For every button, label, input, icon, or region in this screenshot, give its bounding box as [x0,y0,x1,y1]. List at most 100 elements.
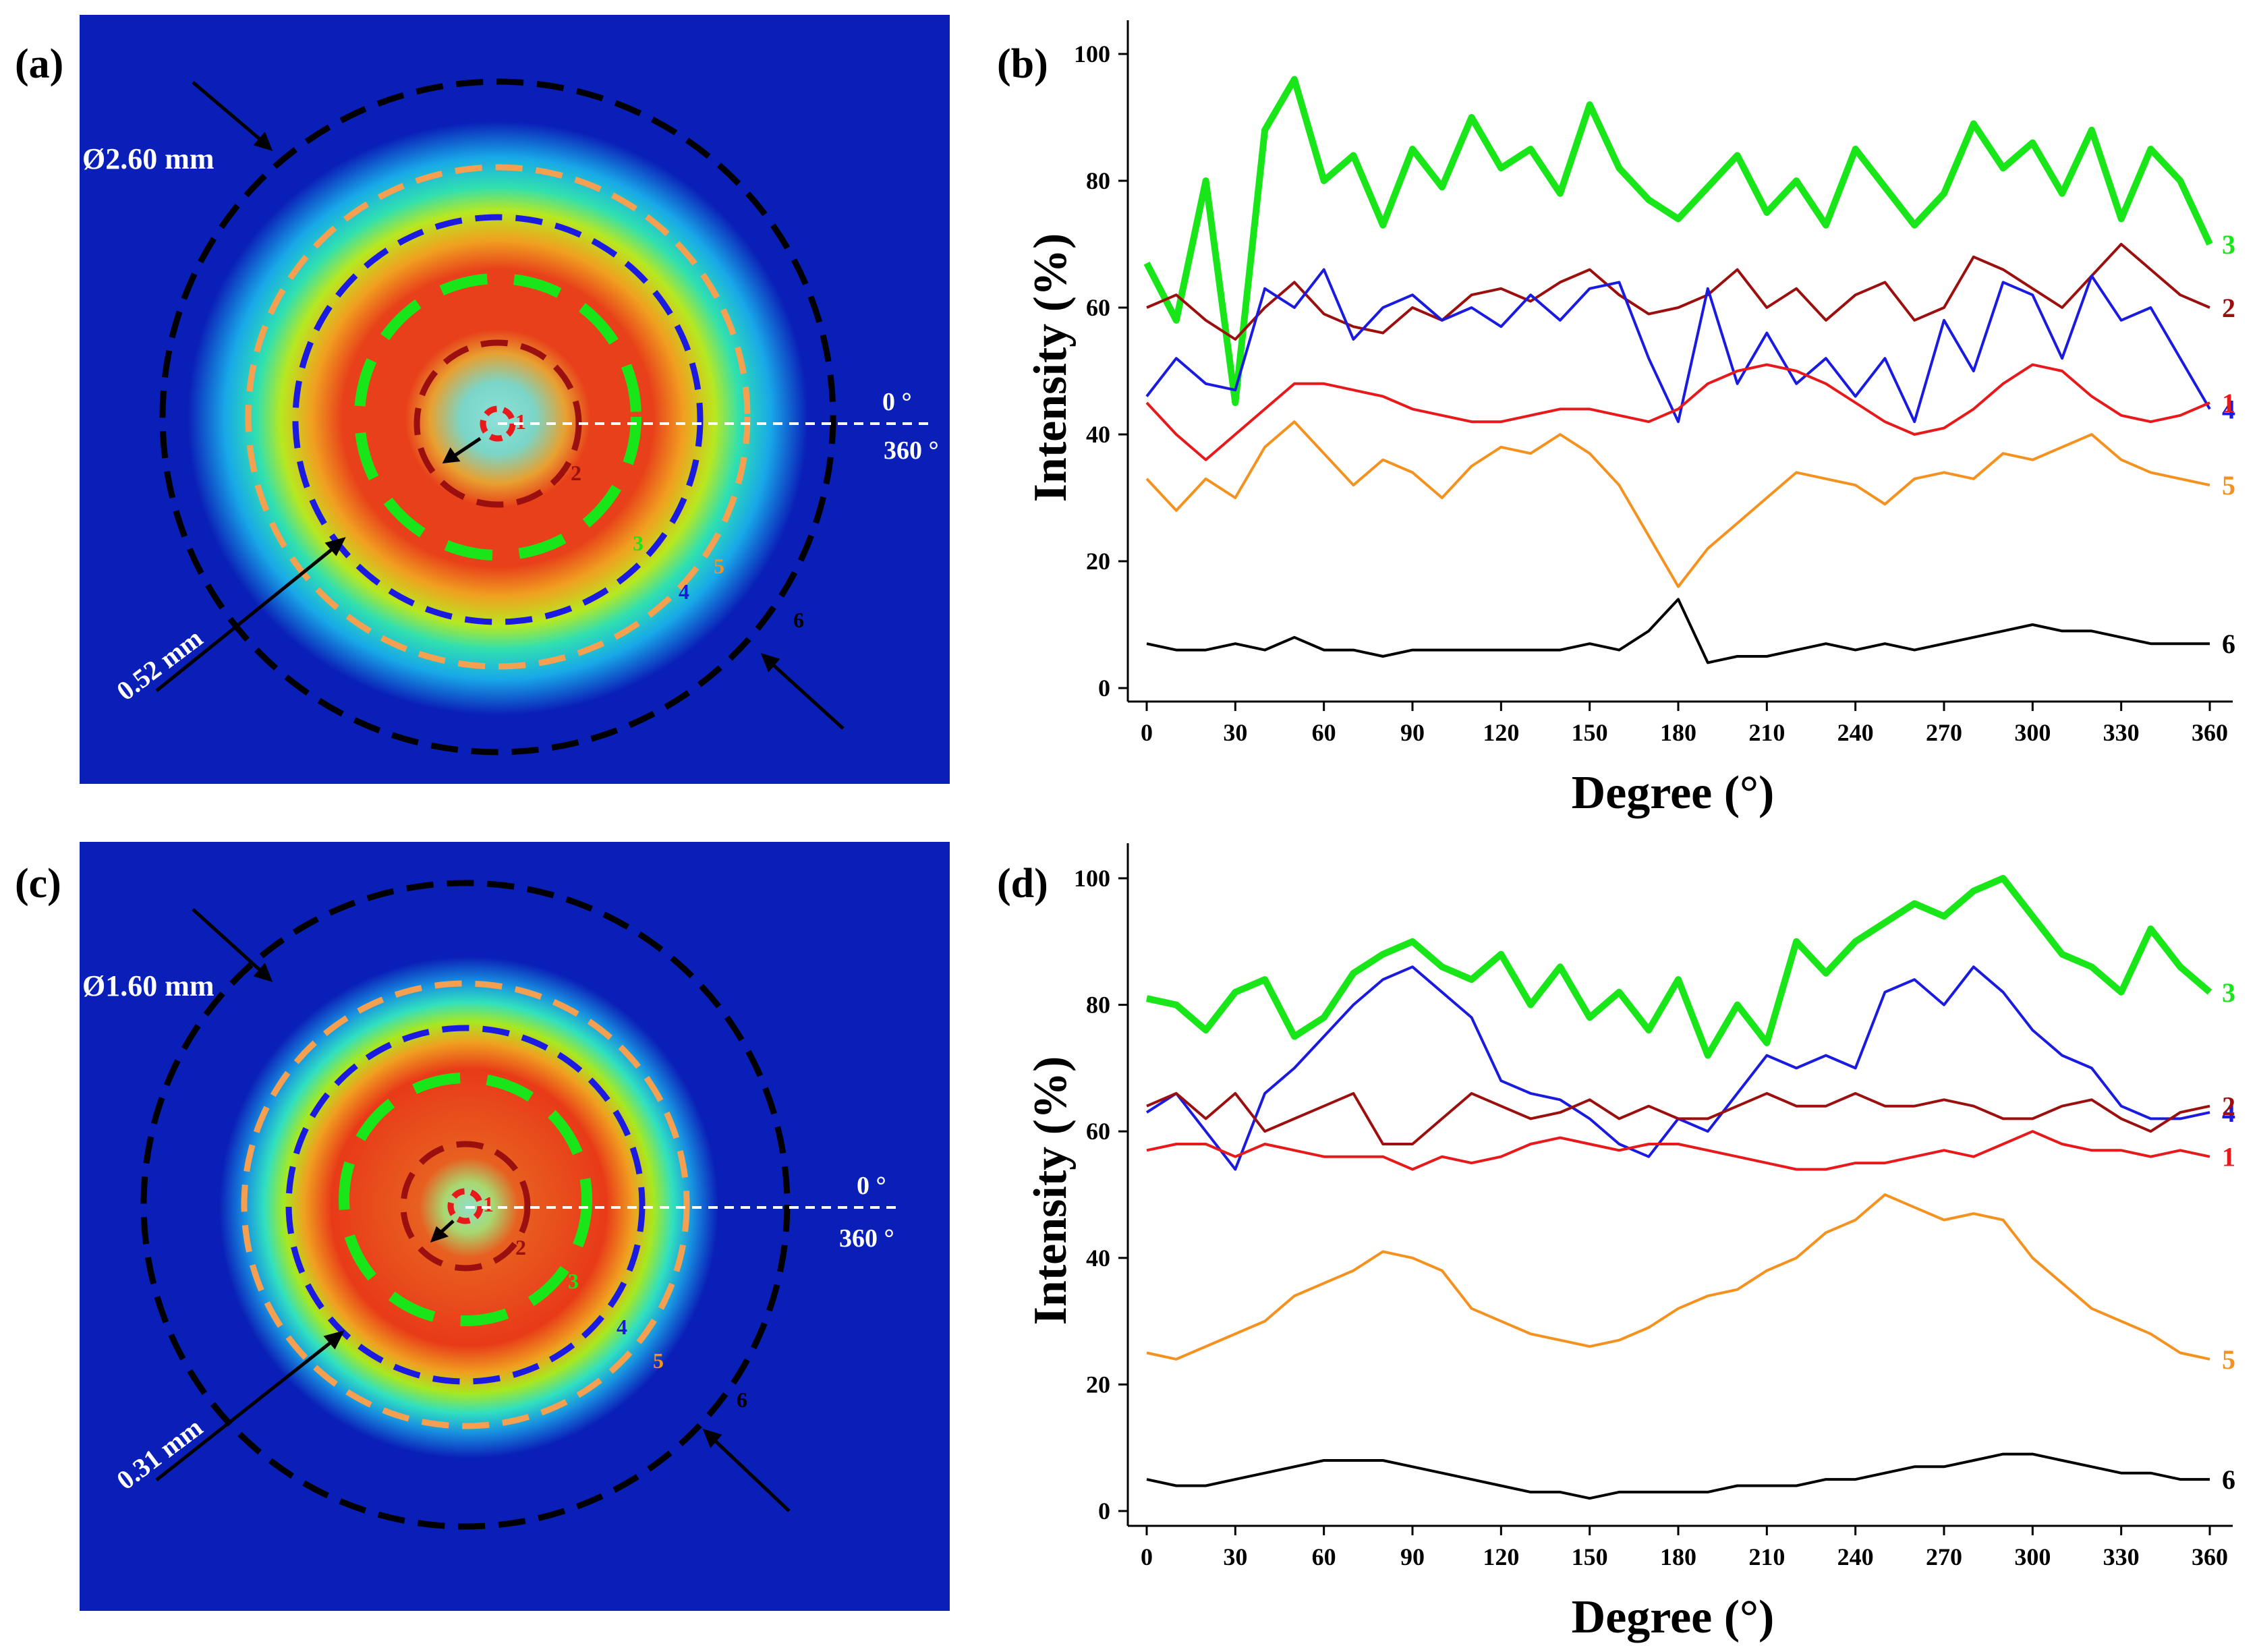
x-tick-label-b: 360 [2192,719,2228,746]
arrow-head-diameter-bottom-c [702,1429,722,1448]
panel-c: 1 2 3 4 5 6 0 ° 360 ° Ø1.60 mm 0.31 mm (… [15,842,950,1611]
x-tick-label-b: 180 [1660,719,1696,746]
series-label-4-d: 4 [2222,1098,2235,1128]
series-line-6-d [1146,1452,2210,1500]
arrow-head-diameter-top-c [253,963,273,982]
series-line-3-d [1145,875,2212,1059]
series-label-2-b: 2 [2222,293,2235,323]
chart-b: Intensity (%) Degree (°) 0 30 60 90 120 150 18… [1025,20,2235,819]
ring-5-a [245,164,751,670]
series-label-1-b: 1 [2222,388,2235,418]
ring-1-a [480,405,516,442]
arrow-diameter-top-a [192,81,266,144]
y-tick-label-b: 80 [1086,167,1110,194]
y-axis-title-d: Intensity (%) [1025,1056,1077,1326]
lines-b [1143,76,2213,664]
panel-label-b: (b) [997,41,1048,87]
arrow-head-diameter-top-a [253,132,273,151]
x-tick-label-b: 120 [1483,719,1519,746]
ring-number-3-a: 3 [633,531,644,555]
x-tick-label-d: 360 [2192,1543,2228,1570]
arrow-center-a [451,436,482,459]
x-tick-label-b: 330 [2103,719,2140,746]
x-tick-label-b: 150 [1572,719,1608,746]
y-tick-label-d: 80 [1086,992,1110,1019]
angle-start-label-c: 0 ° [857,1172,886,1200]
x-tick-label-b: 240 [1837,719,1874,746]
y-tick-label-b: 20 [1086,548,1110,575]
arrows-a [155,81,845,730]
ring-4-a [292,214,704,625]
arrow-width-a [155,544,339,692]
ring-number-6-c: 6 [737,1388,747,1412]
series-label-5-b: 5 [2222,470,2235,501]
arrow-diameter-bottom-c [710,1435,791,1512]
ring-4-c [285,1025,646,1385]
series-label-2-d: 2 [2222,1091,2235,1122]
arrow-head-center-a [442,447,461,463]
y-tick-label-b: 40 [1086,421,1110,448]
series-line-3-b [1143,76,2213,406]
x-tick-label-d: 60 [1312,1543,1336,1570]
ring-number-4-c: 4 [617,1315,627,1339]
series-label-6-b: 6 [2222,629,2235,659]
ring-number-4-a: 4 [679,579,689,604]
x-tick-label-b: 270 [1926,719,1962,746]
rings-c [140,880,791,1530]
series-line-2-b [1146,243,2210,341]
ticks-b: 0 30 60 90 120 150 180 210 240 270 300 330 360 0 20 40 6… [1074,40,2228,746]
chart-d: Intensity (%) Degree (°) 0 30 60 90 120 150 18… [1025,843,2235,1643]
arrow-diameter-top-c [192,908,266,975]
arrow-diameter-bottom-a [768,660,845,730]
x-tick-label-b: 300 [2014,719,2051,746]
panel-d: (d) Intensity (%) Degree (°) 0 30 60 90 120 1… [997,843,2235,1643]
ring-numbers-a: 1 2 3 4 5 6 [515,409,804,632]
x-tick-label-d: 0 [1141,1543,1153,1570]
panel-label-a: (a) [15,41,63,87]
arrow-head-width-c [323,1330,345,1350]
series-line-2-d [1146,1091,2210,1145]
ring-2-c [400,1141,531,1272]
x-axis-title-d: Degree (°) [1572,1591,1775,1643]
x-tick-label-d: 300 [2014,1543,2051,1570]
ring-6-c [140,880,791,1530]
y-tick-label-d: 100 [1074,865,1110,892]
ring-number-6-a: 6 [793,608,804,632]
series-label-5-d: 5 [2222,1344,2235,1375]
x-tick-label-b: 90 [1400,719,1425,746]
y-axis-title-b: Intensity (%) [1025,233,1077,503]
diameter-label-c: Ø1.60 mm [82,969,215,1002]
x-tick-label-d: 240 [1837,1543,1874,1570]
ring-number-2-a: 2 [571,461,581,485]
beam-spot-a [188,121,808,715]
ring-6-a [159,78,836,756]
y-tick-label-b: 60 [1086,294,1110,321]
ticks-d: 0 30 60 90 120 150 180 210 240 270 300 330 360 0 20 40 6… [1074,865,2228,1570]
arrow-head-diameter-bottom-a [760,653,780,673]
y-tick-label-d: 20 [1086,1371,1110,1398]
y-tick-label-d: 60 [1086,1118,1110,1145]
ring-3-a [354,273,641,561]
panel-label-c: (c) [15,861,61,907]
y-tick-label-b: 0 [1098,675,1110,702]
x-tick-label-b: 0 [1141,719,1153,746]
x-axis-title-b: Degree (°) [1572,767,1775,819]
y-tick-label-d: 40 [1086,1245,1110,1272]
series-labels-b: 3 2 41 5 6 [2222,229,2235,659]
series-label-4-b: 4 [2222,394,2235,424]
x-tick-label-d: 210 [1748,1543,1785,1570]
series-line-6-b [1146,598,2210,664]
series-label-3-d: 3 [2222,977,2235,1008]
arrow-width-c [155,1337,337,1481]
series-line-5-d [1146,1193,2210,1361]
ring-5-c [241,980,690,1429]
arrows-c [155,908,791,1512]
x-tick-label-d: 120 [1483,1543,1519,1570]
series-line-1-d [1146,1130,2210,1171]
x-tick-label-d: 30 [1223,1543,1247,1570]
panel-label-d: (d) [997,861,1048,907]
panel-b: (b) Intensity (%) Degree (°) 0 30 60 90 120 1… [997,20,2235,819]
series-label-3-b: 3 [2222,229,2235,260]
y-tick-label-d: 0 [1098,1498,1110,1525]
